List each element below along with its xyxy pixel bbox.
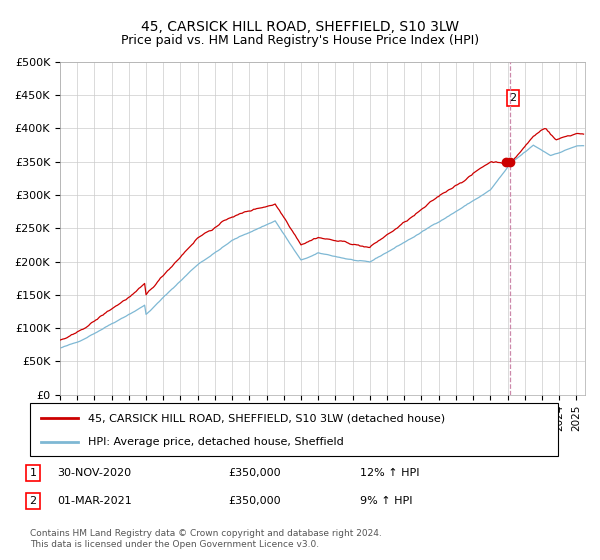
Text: 12% ↑ HPI: 12% ↑ HPI [360,468,419,478]
Text: Contains HM Land Registry data © Crown copyright and database right 2024.
This d: Contains HM Land Registry data © Crown c… [30,529,382,549]
Text: Price paid vs. HM Land Registry's House Price Index (HPI): Price paid vs. HM Land Registry's House … [121,34,479,46]
Text: 1: 1 [29,468,37,478]
Text: 45, CARSICK HILL ROAD, SHEFFIELD, S10 3LW: 45, CARSICK HILL ROAD, SHEFFIELD, S10 3L… [141,20,459,34]
Text: £350,000: £350,000 [228,468,281,478]
Text: 45, CARSICK HILL ROAD, SHEFFIELD, S10 3LW (detached house): 45, CARSICK HILL ROAD, SHEFFIELD, S10 3L… [88,413,445,423]
Text: 2: 2 [29,496,37,506]
Text: £350,000: £350,000 [228,496,281,506]
Text: 01-MAR-2021: 01-MAR-2021 [57,496,132,506]
Text: 2: 2 [509,94,517,103]
FancyBboxPatch shape [30,403,558,456]
Text: 30-NOV-2020: 30-NOV-2020 [57,468,131,478]
Text: 9% ↑ HPI: 9% ↑ HPI [360,496,413,506]
Text: HPI: Average price, detached house, Sheffield: HPI: Average price, detached house, Shef… [88,436,344,446]
